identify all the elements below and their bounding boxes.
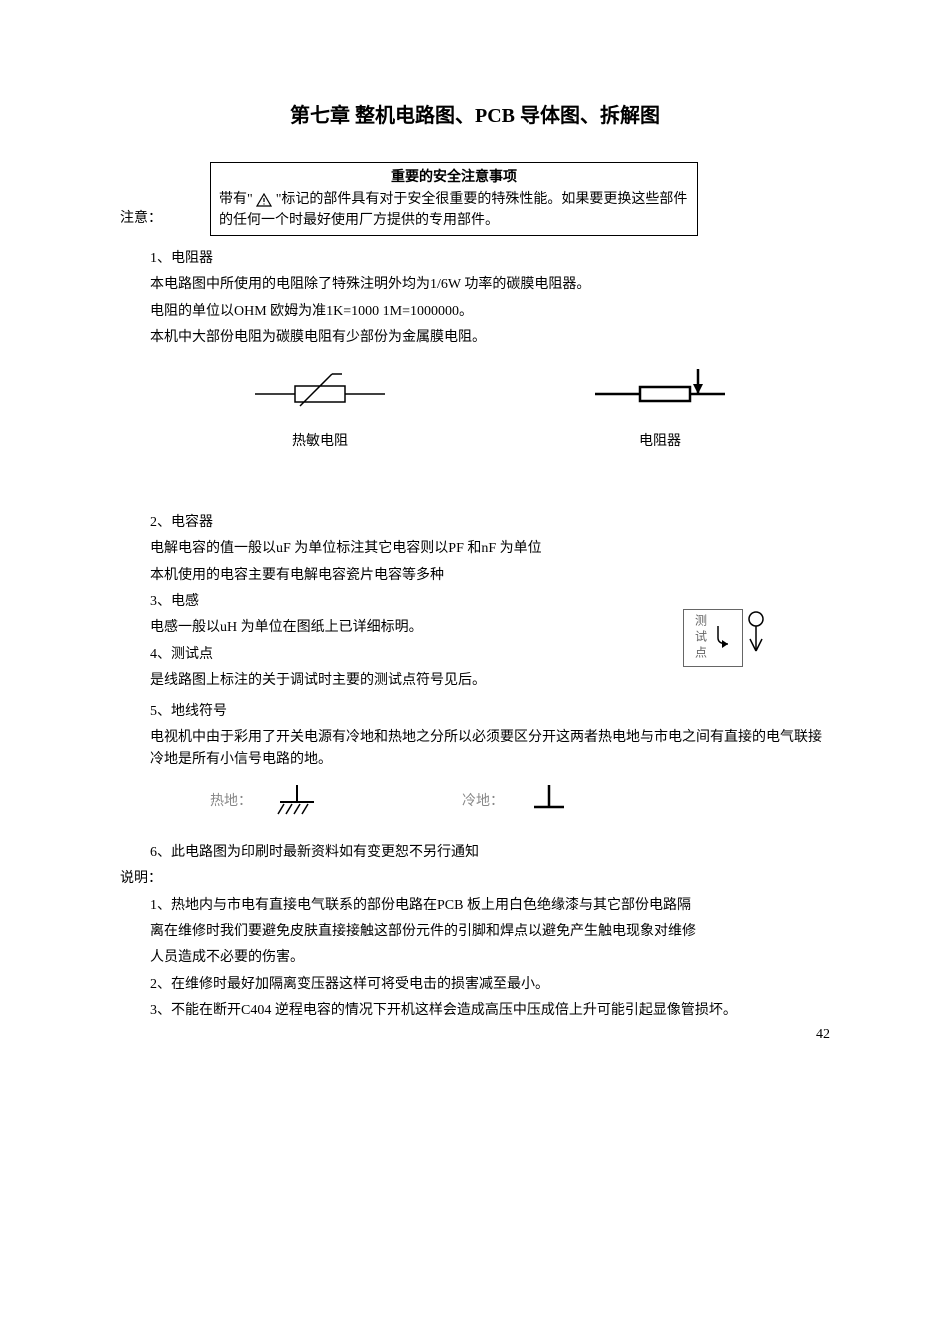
test-point-text: 测试点 xyxy=(690,614,709,662)
attention-label: 注意： xyxy=(120,208,170,230)
safety-notice-box: 重要的安全注意事项 带有" "标记的部件具有对于安全很重要的特殊性能。如果要更换… xyxy=(210,162,698,236)
item-2-line-1: 电解电容的值一般以uF 为单位标注其它电容则以PF 和nF 为单位 xyxy=(150,538,830,560)
item-1-line-3: 本机中大部份电阻为碳膜电阻有少部份为金属膜电阻。 xyxy=(150,327,830,349)
resistor-symbols-row: 热敏电阻 电阻器 xyxy=(150,364,830,453)
item-2-line-2: 本机使用的电容主要有电解电容瓷片电容等多种 xyxy=(150,565,830,587)
notice-heading: 重要的安全注意事项 xyxy=(219,167,689,189)
test-point-symbol-block: 测试点 xyxy=(683,609,770,670)
resistor-icon xyxy=(590,364,730,414)
resistor-symbol-group: 电阻器 xyxy=(590,364,730,453)
thermistor-icon xyxy=(250,364,390,414)
thermistor-label: 热敏电阻 xyxy=(250,431,390,453)
cold-ground-label: 冷地： xyxy=(462,791,504,813)
chapter-title: 第七章 整机电路图、PCB 导体图、拆解图 xyxy=(120,100,830,132)
desc-3: 3、不能在断开C404 逆程电容的情况下开机这样会造成高压中压成倍上升可能引起显… xyxy=(150,1000,830,1022)
warning-triangle-icon xyxy=(256,193,272,207)
item-1-title: 1、电阻器 xyxy=(150,248,830,270)
item-6-title: 6、此电路图为印刷时最新资料如有变更恕不另行通知 xyxy=(150,842,830,864)
desc-1-line-2: 离在维修时我们要避免皮肤直接接触这部份元件的引脚和焊点以避免产生触电现象对维修 xyxy=(150,921,830,943)
thermistor-symbol-group: 热敏电阻 xyxy=(250,364,390,453)
item-1-line-2: 电阻的单位以OHM 欧姆为准1K=1000 1M=1000000。 xyxy=(150,301,830,323)
item-5-title: 5、地线符号 xyxy=(150,701,830,723)
item-1-line-1: 本电路图中所使用的电阻除了特殊注明外均为1/6W 功率的碳膜电阻器。 xyxy=(150,274,830,296)
notice-body: 带有" "标记的部件具有对于安全很重要的特殊性能。如果要更换这些部件的任何一个时… xyxy=(219,189,689,231)
cold-ground-icon xyxy=(524,782,574,822)
desc-1-line-1: 1、热地内与市电有直接电气联系的部份电路在PCB 板上用白色绝缘漆与其它部份电路… xyxy=(150,895,830,917)
test-point-arrow-icon xyxy=(714,618,736,658)
desc-1-line-3: 人员造成不必要的伤害。 xyxy=(150,947,830,969)
page-number: 42 xyxy=(816,1024,830,1046)
desc-2: 2、在维修时最好加隔离变压器这样可将受电击的损害减至最小。 xyxy=(150,974,830,996)
test-point-probe-icon xyxy=(742,609,770,655)
item-5-line-1: 电视机中由于彩用了开关电源有冷地和热地之分所以必须要区分开这两者热电地与市电之间… xyxy=(150,727,830,772)
item-4-line-1: 是线路图上标注的关于调试时主要的测试点符号见后。 xyxy=(150,670,830,692)
ground-symbols-row: 热地： 冷地： xyxy=(210,782,830,822)
resistor-label: 电阻器 xyxy=(590,431,730,453)
hot-ground-icon xyxy=(272,782,322,822)
desc-label: 说明： xyxy=(120,868,830,890)
hot-ground-label: 热地： xyxy=(210,791,252,813)
item-2-title: 2、电容器 xyxy=(150,512,830,534)
